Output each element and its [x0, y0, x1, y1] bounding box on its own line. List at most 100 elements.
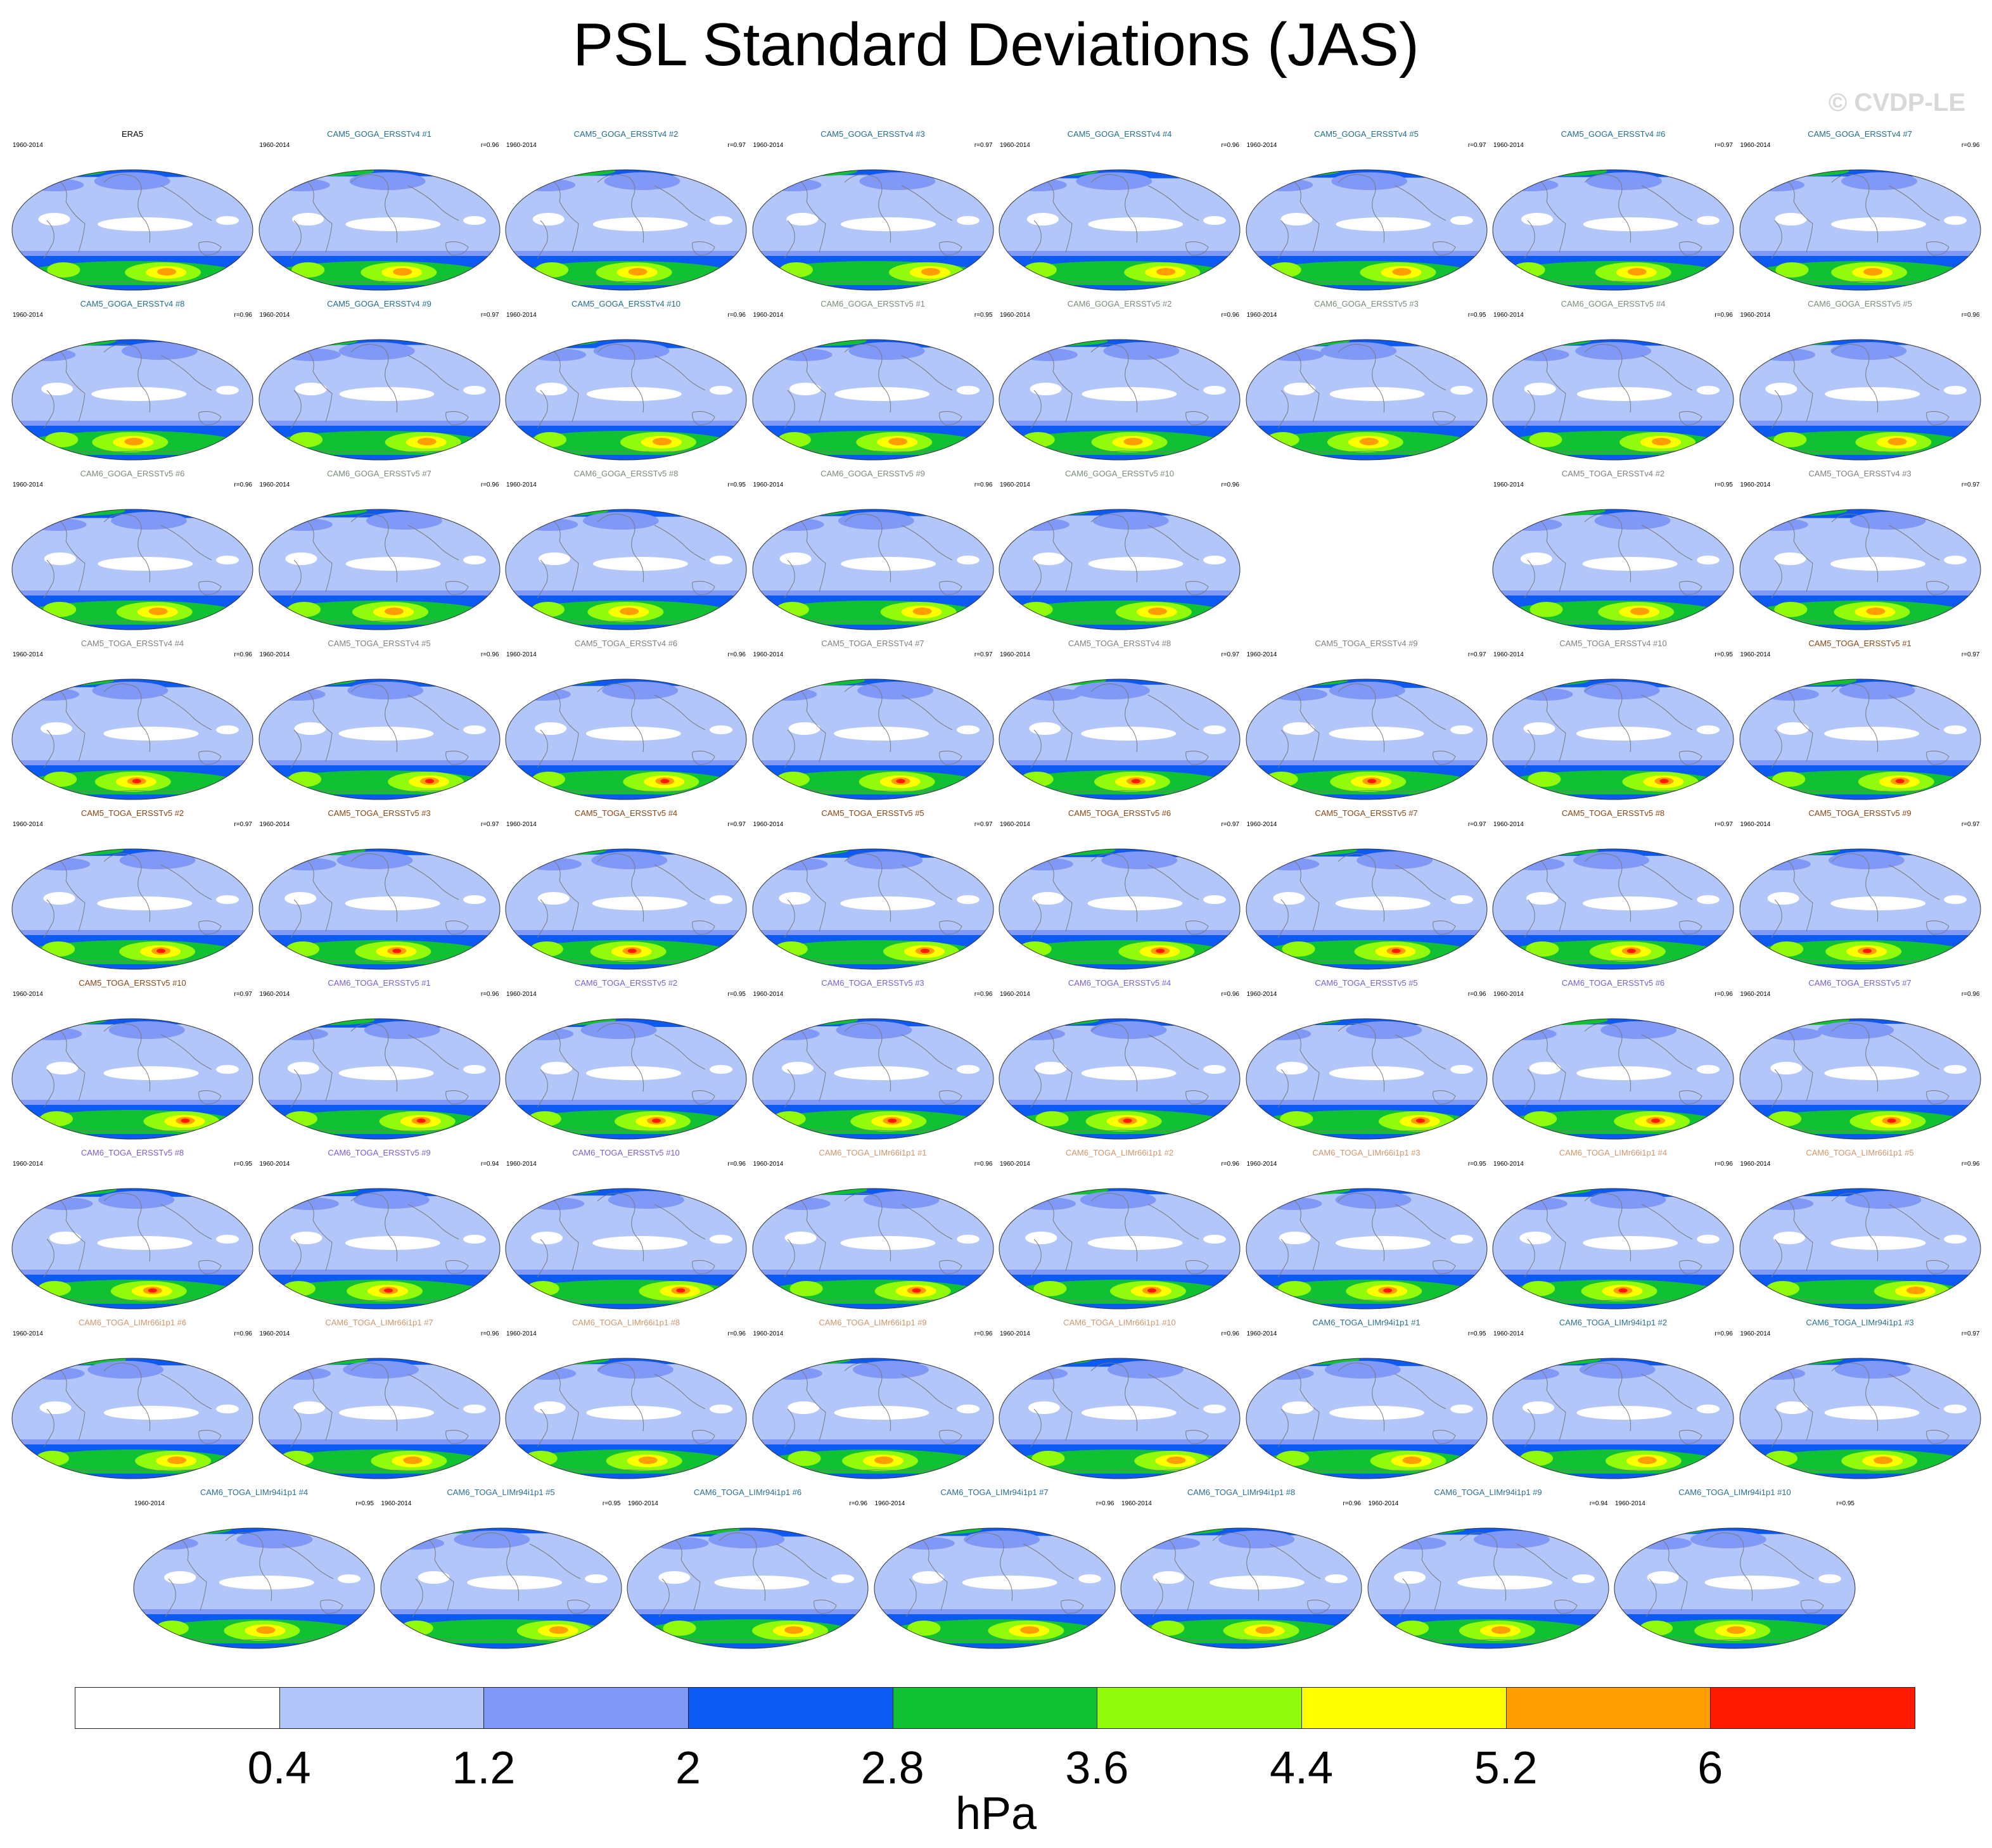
map-panel: CAM5_TOGA_ERSSTv5 #2 1960-2014 r=0.97: [9, 805, 256, 971]
coastline: [692, 1090, 715, 1105]
north-atlantic-mid: [1512, 348, 1569, 361]
panel-title: CAM6_GOGA_ERSSTv5 #9: [820, 469, 925, 478]
north-pacific-mid: [366, 512, 442, 530]
tropics-white-2: [291, 213, 324, 226]
colorbar-tick-label: 1.2: [452, 1743, 516, 1794]
map-panel: CAM6_TOGA_LIMr66i1p1 #5 1960-2014 r=0.96: [1737, 1144, 1984, 1310]
panel-title: CAM6_TOGA_LIMr66i1p1 #4: [1559, 1148, 1668, 1157]
panel-period: 1960-2014: [1740, 1330, 1771, 1337]
panel-correlation: r=0.96: [234, 481, 252, 488]
south-lime-west: [1528, 772, 1561, 787]
coastline: [938, 751, 962, 765]
tropics-white-2: [44, 552, 76, 565]
tropics-white-2: [540, 1062, 573, 1074]
coastline: [658, 1578, 670, 1617]
panel-correlation: r=0.97: [1467, 821, 1486, 828]
panel-period: 1960-2014: [628, 1500, 658, 1507]
south-mid-band: [1739, 760, 1981, 767]
coastline: [1046, 1029, 1073, 1102]
panel-title: CAM5_TOGA_ERSSTv5 #7: [1315, 808, 1418, 818]
south-mid-band: [259, 1100, 500, 1106]
south-mid-band: [752, 1100, 993, 1106]
tropics-white-2: [293, 1401, 325, 1414]
panel-correlation: r=0.96: [1714, 1161, 1733, 1168]
map-outline: [1739, 1188, 1981, 1310]
south-lime-west: [1524, 1111, 1557, 1126]
coastline: [1307, 1600, 1331, 1614]
tropics-white-2: [1282, 722, 1315, 735]
world-map: [752, 1188, 993, 1310]
coastline: [800, 520, 826, 592]
panel-period: 1960-2014: [259, 1161, 290, 1168]
tropics-white: [1081, 1066, 1177, 1080]
south-orange: [1887, 438, 1906, 445]
map-panel: CAM5_GOGA_ERSSTv4 #7 1960-2014 r=0.96: [1737, 125, 1984, 291]
panel-title: CAM6_TOGA_LIMr66i1p1 #7: [325, 1318, 433, 1327]
north-pacific-mid: [1690, 1531, 1766, 1548]
coastline: [445, 1260, 469, 1275]
panel-title: CAM5_TOGA_ERSSTv5 #5: [821, 808, 924, 818]
north-atlantic-mid: [273, 1367, 331, 1380]
coastline: [103, 174, 151, 243]
map-panel: CAM6_GOGA_ERSSTv5 #3 1960-2014 r=0.95: [1243, 295, 1490, 461]
north-pacific-mid: [602, 682, 679, 699]
world-map: [1739, 169, 1981, 291]
tropics-white-2: [284, 892, 316, 905]
coastline: [1030, 1069, 1042, 1108]
tropics-white-2: [1026, 213, 1059, 226]
coastline: [597, 684, 644, 753]
map-outline: [505, 509, 747, 630]
tropics-white-2: [1029, 722, 1061, 735]
panel-correlation: r=0.95: [1467, 312, 1486, 319]
coastline: [306, 1199, 333, 1271]
coastline: [1147, 864, 1199, 900]
map-panel: CAM5_GOGA_ERSSTv4 #9 1960-2014 r=0.97: [256, 295, 503, 461]
tropics-white-2: [533, 1401, 566, 1414]
coastline: [1831, 684, 1878, 753]
panel-correlation: r=0.96: [974, 481, 993, 488]
north-atlantic-mid: [1255, 179, 1313, 191]
north-atlantic-mid: [1016, 858, 1073, 870]
tropics-white-3: [710, 216, 732, 225]
map-outline: [874, 1527, 1115, 1649]
coastline: [692, 1430, 715, 1444]
coastline: [1925, 1430, 1950, 1444]
map-panel: CAM5_GOGA_ERSSTv4 #2 1960-2014 r=0.97: [502, 125, 750, 291]
coastline: [1706, 1533, 1753, 1602]
north-atlantic-mid: [1264, 1197, 1322, 1210]
coastline: [597, 514, 644, 583]
arctic-green: [1003, 509, 1092, 516]
north-atlantic-mid: [1389, 1537, 1446, 1550]
coastline: [1338, 1363, 1384, 1432]
coastline: [1584, 684, 1631, 753]
map-outline: [380, 1527, 622, 1649]
north-atlantic-mid: [1758, 348, 1815, 361]
coastline: [1030, 390, 1042, 429]
arctic-green: [267, 679, 356, 685]
coastline: [1787, 520, 1813, 592]
tropics-white: [1823, 727, 1919, 741]
world-map: [1246, 679, 1487, 800]
south-orange: [1123, 438, 1143, 445]
tropics-white: [1830, 217, 1926, 231]
panel-title: CAM6_TOGA_ERSSTv5 #7: [1808, 978, 1912, 988]
north-atlantic-mid: [1753, 858, 1811, 870]
tropics-white-2: [779, 552, 812, 565]
map-panel: CAM6_TOGA_LIMr66i1p1 #2 1960-2014 r=0.96: [996, 1144, 1243, 1310]
arctic-green: [285, 1019, 374, 1025]
arctic-band: [1739, 340, 1981, 345]
south-mid-band: [1739, 590, 1981, 597]
world-map: [1614, 1527, 1856, 1649]
coastline: [552, 1029, 579, 1102]
panel-title: CAM5_TOGA_ERSSTv4 #4: [80, 639, 184, 648]
south-lime-west: [1529, 602, 1563, 617]
tropics-white: [103, 1066, 199, 1080]
coastline: [1831, 1193, 1878, 1262]
panel-correlation: r=0.97: [974, 142, 993, 149]
panel-period: 1960-2014: [1000, 1330, 1030, 1337]
coastline: [1432, 1260, 1456, 1275]
coastline: [59, 690, 86, 762]
south-orange: [912, 608, 932, 615]
tropics-white-3: [1818, 1574, 1841, 1583]
panel-period: 1960-2014: [259, 142, 290, 149]
